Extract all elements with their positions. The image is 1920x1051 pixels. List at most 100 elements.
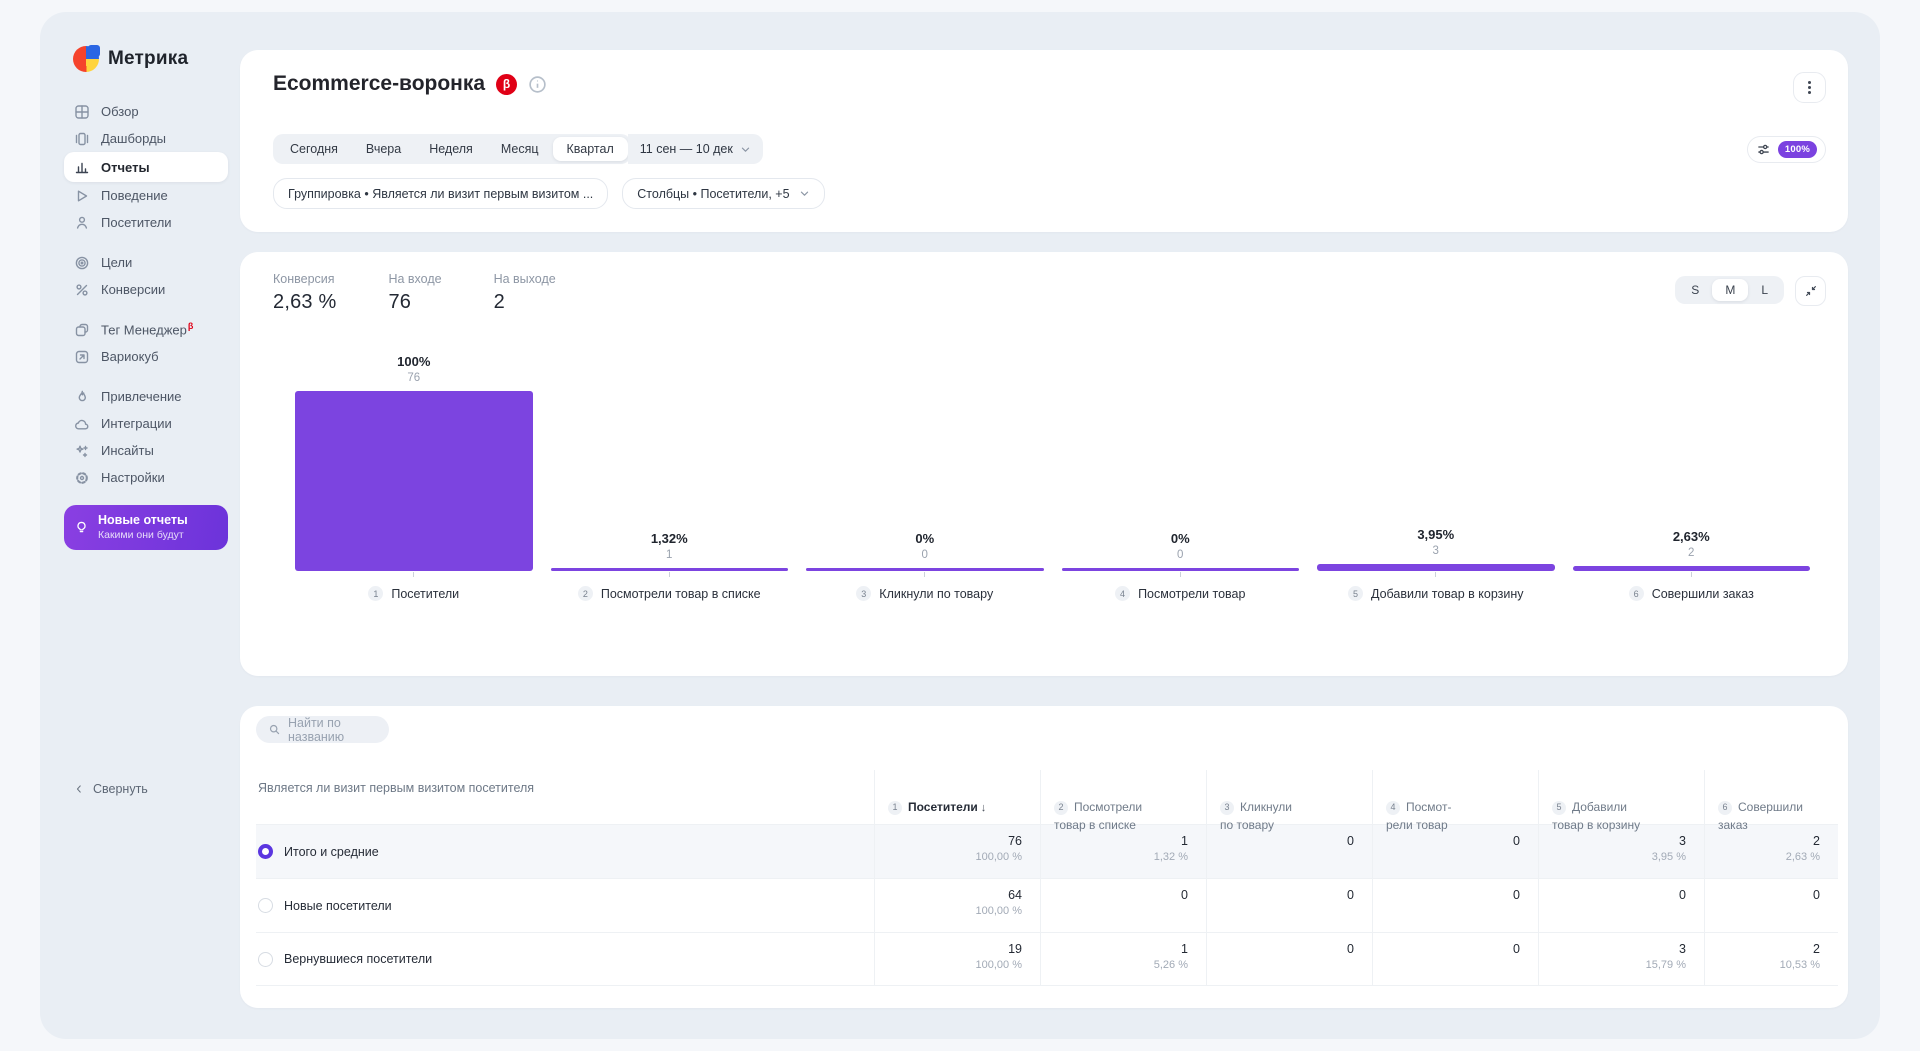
sidebar-item-behavior[interactable]: Поведение [64,182,228,209]
period-tab[interactable]: Месяц [500,142,539,156]
step-percent: 1,32% [650,531,688,546]
column-label: Посмот- рели товар [1386,799,1452,833]
sidebar-item-label: Интеграции [101,416,172,431]
table-card: Найти по названию Является ли визит перв… [240,706,1848,1008]
funnel-bar[interactable] [1572,566,1810,571]
funnel-bar[interactable] [806,568,1044,571]
sidebar-item-overview[interactable]: Обзор [64,98,228,125]
funnel-step[interactable]: 0% 0 4 Посмотрели товар [1061,352,1299,601]
sidebar-item-insights[interactable]: Инсайты [64,437,228,464]
step-number-chip: 2 [577,586,593,601]
size-option[interactable]: M [1712,279,1749,301]
period-tab[interactable]: Неделя [429,142,473,156]
column-label: Добавили товар в корзину [1552,799,1641,833]
gear-icon [76,471,88,484]
table-row[interactable]: Новые посетители 64 100,00 % [256,878,1838,932]
period-tab[interactable]: Вчера [365,142,402,156]
axis-tick [1179,572,1181,577]
sidebar-item-integrations[interactable]: Интеграции [64,410,228,437]
funnel-step[interactable]: 100% 76 1 Посетители [295,352,533,601]
cell-value: 3 [1679,834,1686,848]
funnel-bar[interactable] [1317,564,1555,571]
dimension-column-header[interactable]: Является ли визит первым визитом посетит… [258,781,535,795]
funnel-step[interactable]: 0% 0 3 Кликнули по товару [806,352,1044,601]
search-input[interactable]: Найти по названию [256,716,389,744]
table-row[interactable]: Итого и средние 76 100,00 % [256,824,1838,878]
table-body: Итого и средние 76 100,00 % [256,824,1838,986]
funnel-bar-zone: 0% 0 [1061,352,1299,571]
sampling-control[interactable]: 100% [1746,136,1826,163]
sidebar-item-goals[interactable]: Цели [64,249,228,276]
step-count: 1 [666,549,673,561]
sidebar-item-label: Обзор [101,104,139,119]
funnel-bar-zone: 100% 76 [295,352,533,571]
table-cell: 0 [1538,879,1704,932]
sidebar-item-visitors[interactable]: Посетители [64,209,228,236]
new-reports-banner[interactable]: Новые отчеты Какими они будут [64,505,228,550]
cell-percent: 2,63 % [1785,851,1820,863]
sidebar-item-settings[interactable]: Настройки [64,464,228,491]
sidebar-collapse-button[interactable]: Свернуть [74,782,148,796]
sidebar-divider [64,303,228,316]
row-radio-button[interactable] [258,844,273,859]
table-cell: 2 2,63 % [1704,825,1838,878]
info-icon[interactable] [528,75,547,94]
report-table: Является ли визит первым визитом посетит… [256,770,1838,986]
period-tabs: Сегодня Вчера Неделя Месяц Квартал [273,134,631,164]
logo[interactable]: Метрика [64,45,228,72]
table-row[interactable]: Вернувшиеся посетители 19 100,00 % [256,932,1838,986]
row-radio-button[interactable] [258,951,273,967]
sidebar-item-label: Инсайты [101,443,154,458]
cell-value: 0 [1513,888,1520,902]
step-count: 2 [1688,547,1695,559]
metric-column-header[interactable]: 1 Посетители ↓ [874,770,1040,835]
funnel-step[interactable]: 2,63% 2 6 Совершили заказ [1572,352,1810,601]
filters-row: Группировка • Является ли визит первым в… [273,178,825,209]
metrika-logo-icon [73,45,100,72]
period-tab[interactable]: Сегодня [290,142,338,156]
cell-percent: 100,00 % [975,851,1022,863]
date-range-picker[interactable]: 11 сен — 10 дек [627,134,763,164]
funnel-bar[interactable] [550,568,788,571]
columns-filter-button[interactable]: Столбцы • Посетители, +5 [622,178,825,209]
more-actions-button[interactable] [1793,72,1826,103]
stat-value: 2 [493,291,505,313]
step-label-row: 3 Кликнули по товару [856,586,993,601]
stat-value: 76 [388,291,412,313]
step-percent: 3,95% [1417,527,1455,542]
size-option[interactable]: L [1761,283,1768,297]
step-number-chip: 1 [368,586,384,601]
sidebar-item-variocube[interactable]: Вариокуб [64,343,228,370]
table-cell: 0 [1206,879,1372,932]
funnel-step[interactable]: 3,95% 3 5 Добавили товар в корзину [1317,352,1555,601]
stat-label: Конверсия [273,272,335,286]
step-label-row: 4 Посмотрели товар [1115,586,1245,601]
sidebar-item-conversions[interactable]: Конверсии [64,276,228,303]
funnel-bar[interactable] [1061,568,1299,571]
axis-tick [924,572,926,577]
cell-percent: 5,26 % [1153,959,1188,971]
row-radio-button[interactable] [258,898,273,913]
user-icon [76,216,88,229]
funnel-bar[interactable] [295,391,533,571]
collapse-chart-button[interactable] [1795,276,1826,306]
sidebar-item-dashboards[interactable]: Дашборды [64,125,228,152]
period-tab[interactable]: Квартал [552,137,628,161]
step-label-row: 6 Совершили заказ [1628,586,1754,601]
size-option[interactable]: S [1691,283,1700,297]
sidebar-item-acquisition[interactable]: Привлечение [64,383,228,410]
cell-value: 0 [1513,942,1520,956]
new-reports-title: Новые отчеты [98,513,188,527]
sidebar-item-reports[interactable]: Отчеты [64,152,228,182]
sidebar-item-label: Цели [101,255,133,270]
cell-percent: 15,79 % [1645,959,1686,971]
grouping-filter-button[interactable]: Группировка • Является ли визит первым в… [273,178,609,209]
cell-value: 0 [1181,888,1188,902]
sidebar-item-tag-manager[interactable]: Тег Менеджерβ [64,316,228,343]
funnel-step[interactable]: 1,32% 1 2 Посмотрели товар в списке [550,352,788,601]
